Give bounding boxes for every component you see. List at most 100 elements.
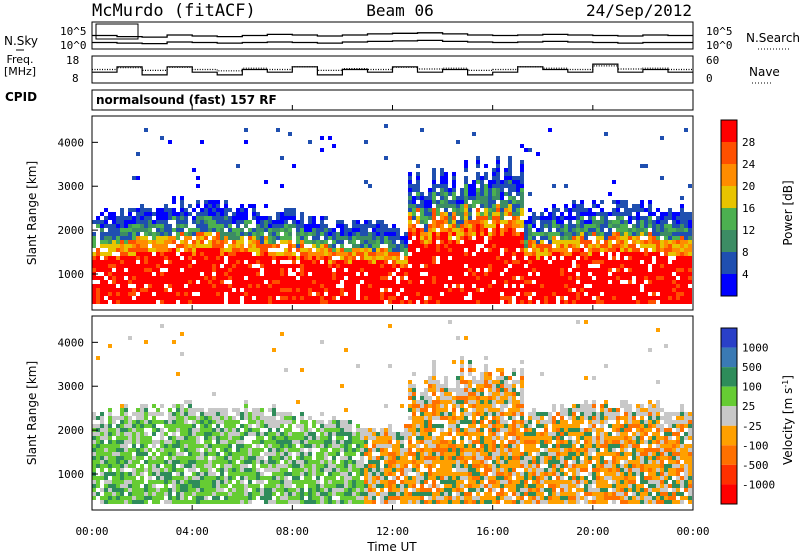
heatmap-cell <box>572 268 576 272</box>
heatmap-cell <box>164 248 168 252</box>
heatmap-cell <box>244 400 248 404</box>
heatmap-cell <box>508 220 512 224</box>
heatmap-cell <box>384 124 388 128</box>
heatmap-cell <box>172 292 176 296</box>
heatmap-cell <box>212 208 216 212</box>
heatmap-cell <box>128 336 132 340</box>
heatmap-cell <box>336 300 340 304</box>
heatmap-cell <box>156 468 160 472</box>
heatmap-cell <box>380 292 384 296</box>
heatmap-cell <box>352 492 356 496</box>
heatmap-cell <box>276 128 280 132</box>
heatmap-cell <box>304 288 308 292</box>
heatmap-cell <box>660 288 664 292</box>
heatmap-cell <box>216 220 220 224</box>
heatmap-cell <box>660 268 664 272</box>
heatmap-cell <box>488 252 492 256</box>
heatmap-cell <box>140 472 144 476</box>
heatmap-cell <box>376 432 380 436</box>
heatmap-cell <box>648 276 652 280</box>
heatmap-cell <box>228 424 232 428</box>
heatmap-cell <box>156 232 160 236</box>
heatmap-cell <box>172 456 176 460</box>
heatmap-cell <box>484 200 488 204</box>
heatmap-cell <box>108 452 112 456</box>
heatmap-cell <box>356 468 360 472</box>
heatmap-cell <box>628 272 632 276</box>
heatmap-cell <box>120 224 124 228</box>
heatmap-cell <box>488 280 492 284</box>
heatmap-cell <box>164 280 168 284</box>
heatmap-cell <box>184 268 188 272</box>
heatmap-cell <box>308 232 312 236</box>
heatmap-cell <box>680 296 684 300</box>
heatmap-cell <box>252 408 256 412</box>
heatmap-cell <box>520 188 524 192</box>
heatmap-cell <box>344 280 348 284</box>
heatmap-cell <box>620 284 624 288</box>
heatmap-cell <box>176 228 180 232</box>
heatmap-cell <box>388 228 392 232</box>
heatmap-cell <box>192 220 196 224</box>
heatmap-cell <box>668 288 672 292</box>
heatmap-cell <box>376 260 380 264</box>
heatmap-cell <box>100 260 104 264</box>
heatmap-cell <box>144 412 148 416</box>
heatmap-cell <box>148 240 152 244</box>
heatmap-cell <box>528 300 532 304</box>
heatmap-cell <box>192 284 196 288</box>
heatmap-cell <box>564 252 568 256</box>
heatmap-cell <box>484 244 488 248</box>
heatmap-cell <box>104 252 108 256</box>
heatmap-cell <box>404 264 408 268</box>
heatmap-cell <box>664 272 668 276</box>
heatmap-cell <box>336 492 340 496</box>
heatmap-cell <box>252 292 256 296</box>
heatmap-cell <box>260 244 264 248</box>
heatmap-cell <box>160 412 164 416</box>
heatmap-cell <box>408 172 412 176</box>
heatmap-cell <box>588 300 592 304</box>
heatmap-cell <box>596 220 600 224</box>
heatmap-cell <box>452 216 456 220</box>
heatmap-cell <box>232 496 236 500</box>
heatmap-cell <box>520 300 524 304</box>
heatmap-cell <box>616 284 620 288</box>
heatmap-cell <box>252 468 256 472</box>
nave-tick-top: 60 <box>706 54 719 67</box>
heatmap-cell <box>288 296 292 300</box>
heatmap-cell <box>320 412 324 416</box>
heatmap-cell <box>384 436 388 440</box>
heatmap-cell <box>176 268 180 272</box>
heatmap-cell <box>128 240 132 244</box>
heatmap-cell <box>364 140 368 144</box>
heatmap-cell <box>168 264 172 268</box>
heatmap-cell <box>124 428 128 432</box>
heatmap-cell <box>340 428 344 432</box>
heatmap-cell <box>292 420 296 424</box>
heatmap-cell <box>620 232 624 236</box>
heatmap-cell <box>244 468 248 472</box>
heatmap-cell <box>200 452 204 456</box>
heatmap-cell <box>92 440 96 444</box>
heatmap-cell <box>272 236 276 240</box>
heatmap-cell <box>228 428 232 432</box>
heatmap-cell <box>236 228 240 232</box>
heatmap-cell <box>136 300 140 304</box>
heatmap-cell <box>564 240 568 244</box>
heatmap-cell <box>384 272 388 276</box>
heatmap-cell <box>360 240 364 244</box>
heatmap-cell <box>244 408 248 412</box>
heatmap-cell <box>632 272 636 276</box>
heatmap-cell <box>664 288 668 292</box>
heatmap-cell <box>256 256 260 260</box>
heatmap-cell <box>620 268 624 272</box>
heatmap-cell <box>396 436 400 440</box>
heatmap-cell <box>484 192 488 196</box>
heatmap-cell <box>304 432 308 436</box>
heatmap-cell <box>412 256 416 260</box>
heatmap-cell <box>404 232 408 236</box>
heatmap-cell <box>344 448 348 452</box>
heatmap-cell <box>568 252 572 256</box>
heatmap-cell <box>580 212 584 216</box>
